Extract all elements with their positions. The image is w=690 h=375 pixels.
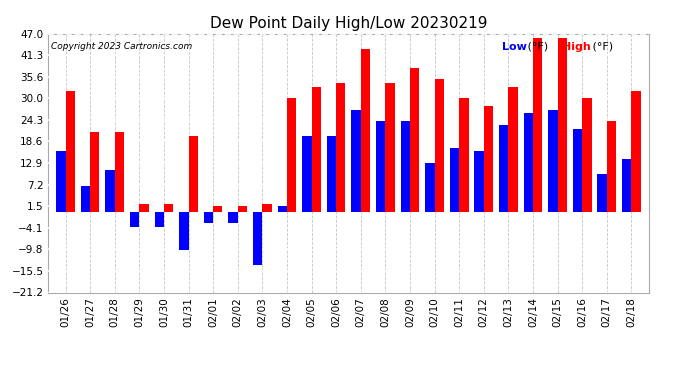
- Bar: [115, 132, 124, 212]
- Bar: [56, 152, 66, 212]
- Bar: [385, 83, 395, 212]
- Bar: [499, 125, 509, 212]
- Bar: [139, 204, 148, 212]
- Title: Dew Point Daily High/Low 20230219: Dew Point Daily High/Low 20230219: [210, 16, 487, 31]
- Bar: [312, 87, 321, 212]
- Bar: [459, 98, 469, 212]
- Text: Copyright 2023 Cartronics.com: Copyright 2023 Cartronics.com: [51, 42, 193, 51]
- Bar: [327, 136, 336, 212]
- Bar: [622, 159, 631, 212]
- Bar: [336, 83, 346, 212]
- Bar: [549, 110, 558, 212]
- Bar: [179, 212, 188, 250]
- Text: (°F): (°F): [589, 42, 613, 51]
- Bar: [361, 49, 370, 212]
- Bar: [66, 91, 75, 212]
- Bar: [425, 163, 435, 212]
- Bar: [262, 204, 272, 212]
- Bar: [164, 204, 173, 212]
- Bar: [155, 212, 164, 227]
- Bar: [238, 206, 247, 212]
- Bar: [188, 136, 198, 212]
- Bar: [509, 87, 518, 212]
- Bar: [90, 132, 99, 212]
- Bar: [582, 98, 591, 212]
- Bar: [204, 212, 213, 223]
- Text: Low: Low: [502, 42, 526, 51]
- Bar: [410, 68, 420, 212]
- Bar: [475, 152, 484, 212]
- Bar: [228, 212, 238, 223]
- Bar: [533, 38, 542, 212]
- Bar: [106, 170, 115, 212]
- Bar: [573, 129, 582, 212]
- Bar: [558, 38, 567, 212]
- Bar: [435, 79, 444, 212]
- Text: (°F): (°F): [524, 42, 549, 51]
- Bar: [302, 136, 312, 212]
- Bar: [631, 91, 641, 212]
- Bar: [287, 98, 296, 212]
- Bar: [376, 121, 385, 212]
- Bar: [277, 206, 287, 212]
- Bar: [524, 113, 533, 212]
- Bar: [130, 212, 139, 227]
- Bar: [213, 206, 222, 212]
- Bar: [484, 106, 493, 212]
- Bar: [401, 121, 410, 212]
- Bar: [253, 212, 262, 265]
- Bar: [450, 148, 459, 212]
- Bar: [607, 121, 616, 212]
- Bar: [598, 174, 607, 212]
- Bar: [81, 186, 90, 212]
- Text: High: High: [562, 42, 591, 51]
- Bar: [351, 110, 361, 212]
